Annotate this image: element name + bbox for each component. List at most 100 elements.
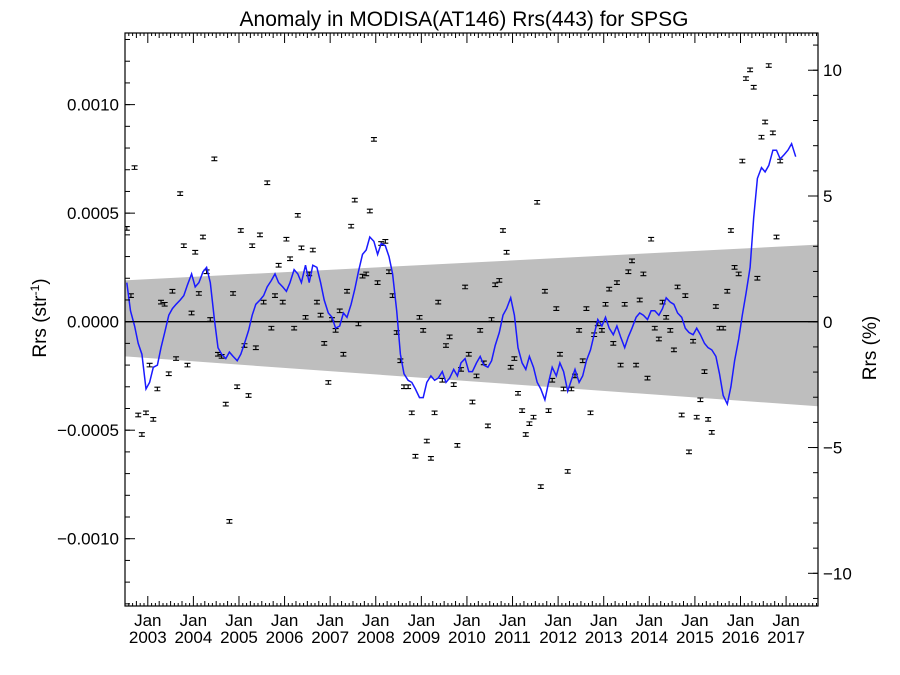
data-point (522, 432, 529, 437)
data-point (366, 208, 373, 214)
data-point (336, 308, 343, 314)
data-point (275, 262, 282, 268)
data-point (697, 397, 704, 403)
data-point (705, 416, 712, 422)
data-point (617, 362, 624, 368)
data-point (420, 328, 427, 333)
data-point (537, 484, 544, 489)
data-point (720, 325, 727, 331)
data-point (496, 278, 503, 283)
data-point (287, 256, 294, 262)
data-point (758, 134, 765, 140)
data-point (701, 369, 708, 374)
x-tick-label-month: Jan (544, 611, 571, 630)
data-point (655, 336, 662, 342)
data-point (431, 410, 438, 416)
data-point (416, 314, 423, 320)
data-point (340, 351, 347, 357)
data-point (667, 328, 674, 333)
data-point (344, 288, 351, 294)
y-tick-label-right: −10 (823, 564, 852, 583)
data-point (587, 410, 594, 416)
data-point (526, 421, 533, 427)
data-point (423, 438, 430, 444)
data-point (446, 334, 453, 340)
data-point (382, 239, 389, 244)
data-point (636, 297, 643, 303)
y-tick-label-right: 0 (823, 313, 832, 332)
data-point (560, 386, 567, 392)
data-point (724, 288, 731, 294)
x-tick-label-month: Jan (727, 611, 754, 630)
data-point (712, 304, 719, 309)
data-point (348, 223, 355, 229)
data-point (138, 432, 145, 437)
y-tick-label-left: −0.0005 (57, 421, 119, 440)
data-point (256, 232, 263, 238)
x-tick-label-year: 2016 (722, 628, 760, 647)
data-point (142, 410, 149, 416)
x-tick-label-year: 2012 (539, 628, 577, 647)
data-point (602, 301, 609, 307)
x-tick-label-month: Jan (772, 611, 799, 630)
data-point (298, 245, 305, 251)
data-point (690, 338, 697, 344)
data-point (644, 375, 651, 381)
data-point (317, 312, 324, 318)
x-tick-label-year: 2006 (266, 628, 304, 647)
data-point (739, 158, 746, 164)
data-point (640, 271, 647, 277)
data-point (359, 273, 366, 279)
data-point (606, 286, 613, 292)
smoothed-series-line (126, 141, 797, 407)
data-point (735, 271, 742, 277)
x-tick-label-month: Jan (590, 611, 617, 630)
data-point (693, 414, 700, 420)
data-point (408, 410, 415, 416)
data-point (670, 347, 677, 353)
chart-title: Anomaly in MODISA(AT146) Rrs(443) for SP… (240, 8, 689, 31)
x-tick-label-year: 2017 (767, 628, 805, 647)
plot-frame (124, 32, 819, 607)
data-point (465, 351, 472, 357)
data-point (685, 449, 692, 455)
data-point (173, 356, 180, 361)
data-point (291, 325, 298, 331)
uncertainty-band (125, 244, 818, 407)
data-point (268, 325, 275, 331)
data-point (556, 351, 563, 357)
data-point (731, 265, 738, 270)
data-point (279, 299, 286, 305)
data-point (621, 301, 628, 307)
data-point (613, 280, 620, 285)
data-point (534, 199, 541, 205)
data-point (351, 197, 358, 203)
data-point (503, 249, 510, 255)
data-point (135, 412, 142, 418)
data-point (188, 310, 195, 316)
x-tick-label-month: Jan (180, 611, 207, 630)
data-point (708, 430, 715, 435)
data-point (192, 249, 199, 255)
x-tick-label-month: Jan (681, 611, 708, 630)
data-point (492, 282, 499, 288)
x-tick-label-year: 2003 (129, 628, 167, 647)
data-point (515, 390, 522, 396)
data-point (211, 156, 218, 162)
x-tick-label-month: Jan (636, 611, 663, 630)
data-point (625, 269, 632, 275)
x-tick-label-year: 2005 (220, 628, 258, 647)
plot-area: 0.0010 0.0005 0.0000 −0.0005 −0.0010 10 5 0 −5 −1… (57, 32, 852, 647)
data-point (530, 414, 537, 420)
data-point (519, 408, 526, 414)
data-point (674, 284, 681, 290)
x-tick-label-year: 2013 (585, 628, 623, 647)
data-point (374, 280, 381, 285)
data-point (633, 362, 640, 368)
data-point (325, 380, 332, 385)
data-point (195, 291, 202, 296)
data-point (454, 443, 461, 448)
x-tick-label-month: Jan (499, 611, 526, 630)
data-point (249, 243, 256, 249)
